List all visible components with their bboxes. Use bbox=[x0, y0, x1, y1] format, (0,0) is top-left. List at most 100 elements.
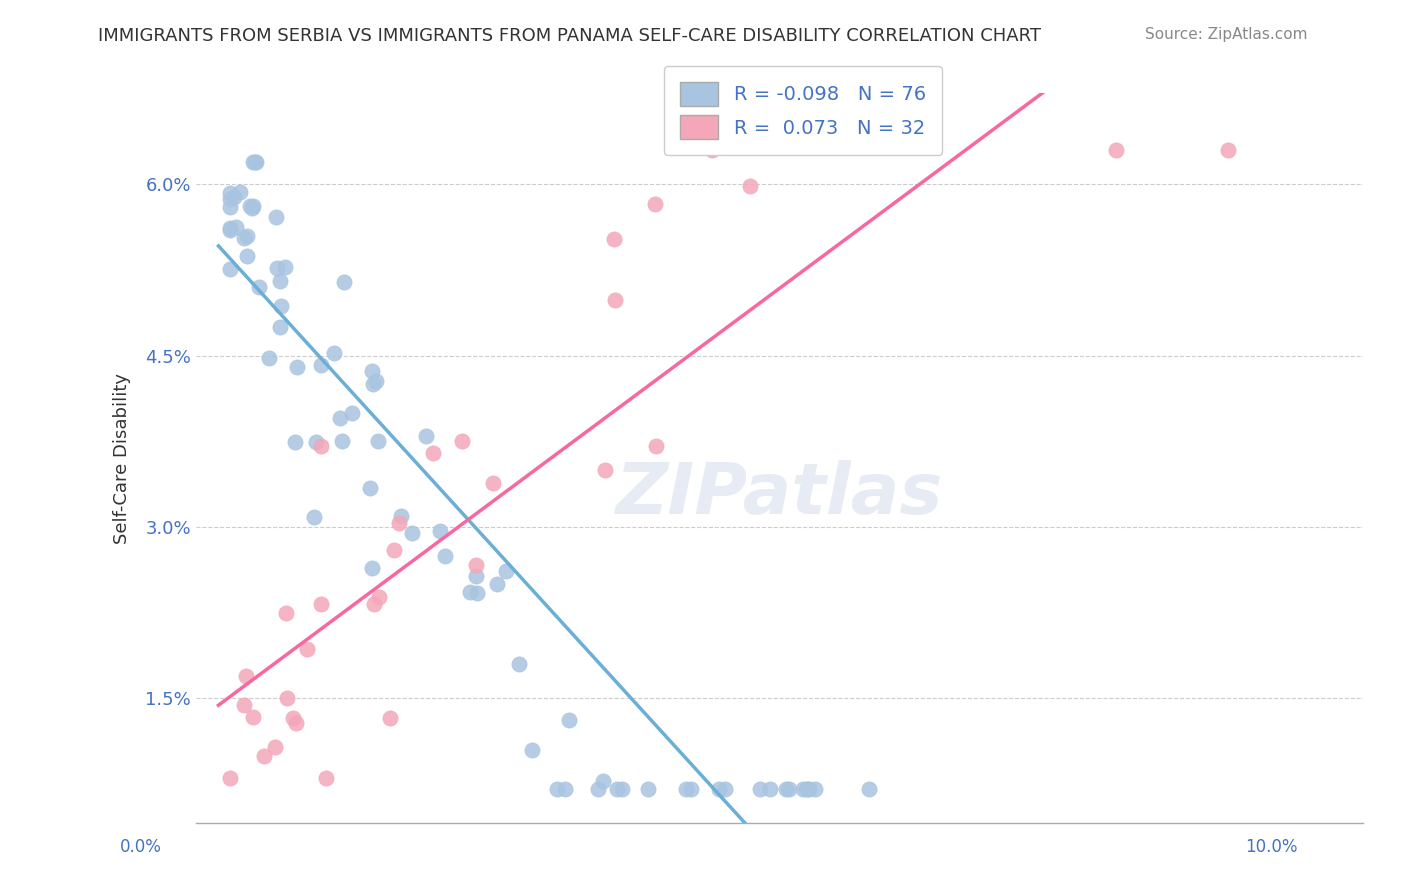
Point bbox=[368, 590, 391, 604]
Point bbox=[679, 782, 702, 797]
Point bbox=[700, 143, 723, 157]
Point bbox=[361, 364, 384, 378]
Point bbox=[359, 481, 381, 495]
Point bbox=[332, 275, 354, 289]
Point bbox=[253, 748, 276, 763]
Text: Source: ZipAtlas.com: Source: ZipAtlas.com bbox=[1144, 27, 1308, 42]
Point bbox=[270, 299, 292, 313]
Point bbox=[269, 274, 291, 288]
Text: 0.0%: 0.0% bbox=[120, 838, 162, 855]
Point bbox=[218, 200, 240, 214]
Point bbox=[586, 782, 609, 797]
Point bbox=[593, 463, 616, 477]
Point bbox=[382, 542, 405, 557]
Point bbox=[240, 201, 263, 215]
Point bbox=[330, 434, 353, 448]
Point bbox=[218, 221, 240, 235]
Point bbox=[775, 782, 797, 797]
Point bbox=[218, 223, 240, 237]
Point bbox=[360, 561, 382, 575]
Text: 10.0%: 10.0% bbox=[1246, 838, 1298, 855]
Point bbox=[482, 476, 505, 491]
Point bbox=[236, 249, 259, 263]
Point bbox=[287, 360, 309, 375]
Legend: R = -0.098   N = 76, R =  0.073   N = 32: R = -0.098 N = 76, R = 0.073 N = 32 bbox=[664, 66, 942, 154]
Point bbox=[236, 229, 259, 244]
Point bbox=[242, 710, 264, 724]
Point bbox=[389, 509, 412, 524]
Point bbox=[274, 606, 297, 620]
Point bbox=[612, 782, 634, 797]
Point bbox=[222, 190, 245, 204]
Point bbox=[284, 434, 307, 449]
Point bbox=[422, 446, 444, 460]
Point bbox=[415, 429, 437, 443]
Point bbox=[778, 782, 800, 797]
Point bbox=[264, 740, 287, 755]
Point bbox=[603, 232, 626, 246]
Point bbox=[797, 782, 820, 797]
Point bbox=[606, 782, 628, 797]
Point bbox=[281, 711, 304, 725]
Point bbox=[218, 192, 240, 206]
Point bbox=[233, 698, 256, 712]
Point bbox=[605, 293, 627, 307]
Point bbox=[302, 509, 325, 524]
Point bbox=[592, 774, 614, 789]
Point bbox=[792, 782, 814, 797]
Point bbox=[245, 154, 267, 169]
Point bbox=[464, 558, 486, 572]
Point bbox=[295, 642, 318, 657]
Text: ZIPatlas: ZIPatlas bbox=[616, 460, 943, 529]
Point bbox=[367, 434, 389, 449]
Point bbox=[266, 260, 288, 275]
Point bbox=[329, 411, 352, 425]
Point bbox=[637, 782, 659, 797]
Point bbox=[218, 771, 240, 785]
Y-axis label: Self-Care Disability: Self-Care Disability bbox=[114, 373, 131, 544]
Point bbox=[245, 154, 267, 169]
Point bbox=[675, 782, 697, 797]
Point bbox=[276, 691, 298, 706]
Point bbox=[247, 280, 270, 294]
Point bbox=[388, 516, 411, 530]
Point bbox=[361, 376, 384, 391]
Point bbox=[451, 434, 474, 449]
Point bbox=[804, 782, 827, 797]
Point bbox=[340, 406, 363, 420]
Point bbox=[794, 782, 817, 797]
Point bbox=[242, 154, 264, 169]
Point bbox=[225, 219, 247, 234]
Point bbox=[1105, 143, 1128, 157]
Point bbox=[508, 657, 530, 672]
Point bbox=[269, 320, 291, 334]
Point bbox=[305, 434, 328, 449]
Point bbox=[749, 782, 772, 797]
Point bbox=[714, 782, 737, 797]
Text: IMMIGRANTS FROM SERBIA VS IMMIGRANTS FROM PANAMA SELF-CARE DISABILITY CORRELATIO: IMMIGRANTS FROM SERBIA VS IMMIGRANTS FRO… bbox=[98, 27, 1042, 45]
Point bbox=[315, 771, 337, 785]
Point bbox=[285, 716, 308, 731]
Point bbox=[257, 351, 280, 365]
Point bbox=[364, 374, 387, 388]
Point bbox=[546, 782, 568, 797]
Point bbox=[309, 358, 332, 372]
Point bbox=[229, 185, 252, 199]
Point bbox=[458, 585, 481, 599]
Point bbox=[740, 178, 762, 193]
Point bbox=[1218, 143, 1240, 157]
Point bbox=[218, 262, 240, 277]
Point bbox=[401, 526, 423, 541]
Point bbox=[239, 199, 262, 213]
Point bbox=[218, 186, 240, 201]
Point bbox=[232, 231, 254, 245]
Point bbox=[797, 782, 820, 797]
Point bbox=[759, 782, 782, 797]
Point bbox=[429, 524, 451, 538]
Point bbox=[558, 713, 581, 727]
Point bbox=[309, 439, 332, 453]
Point bbox=[242, 199, 264, 213]
Point bbox=[266, 211, 288, 225]
Point bbox=[322, 346, 344, 360]
Point bbox=[707, 782, 730, 797]
